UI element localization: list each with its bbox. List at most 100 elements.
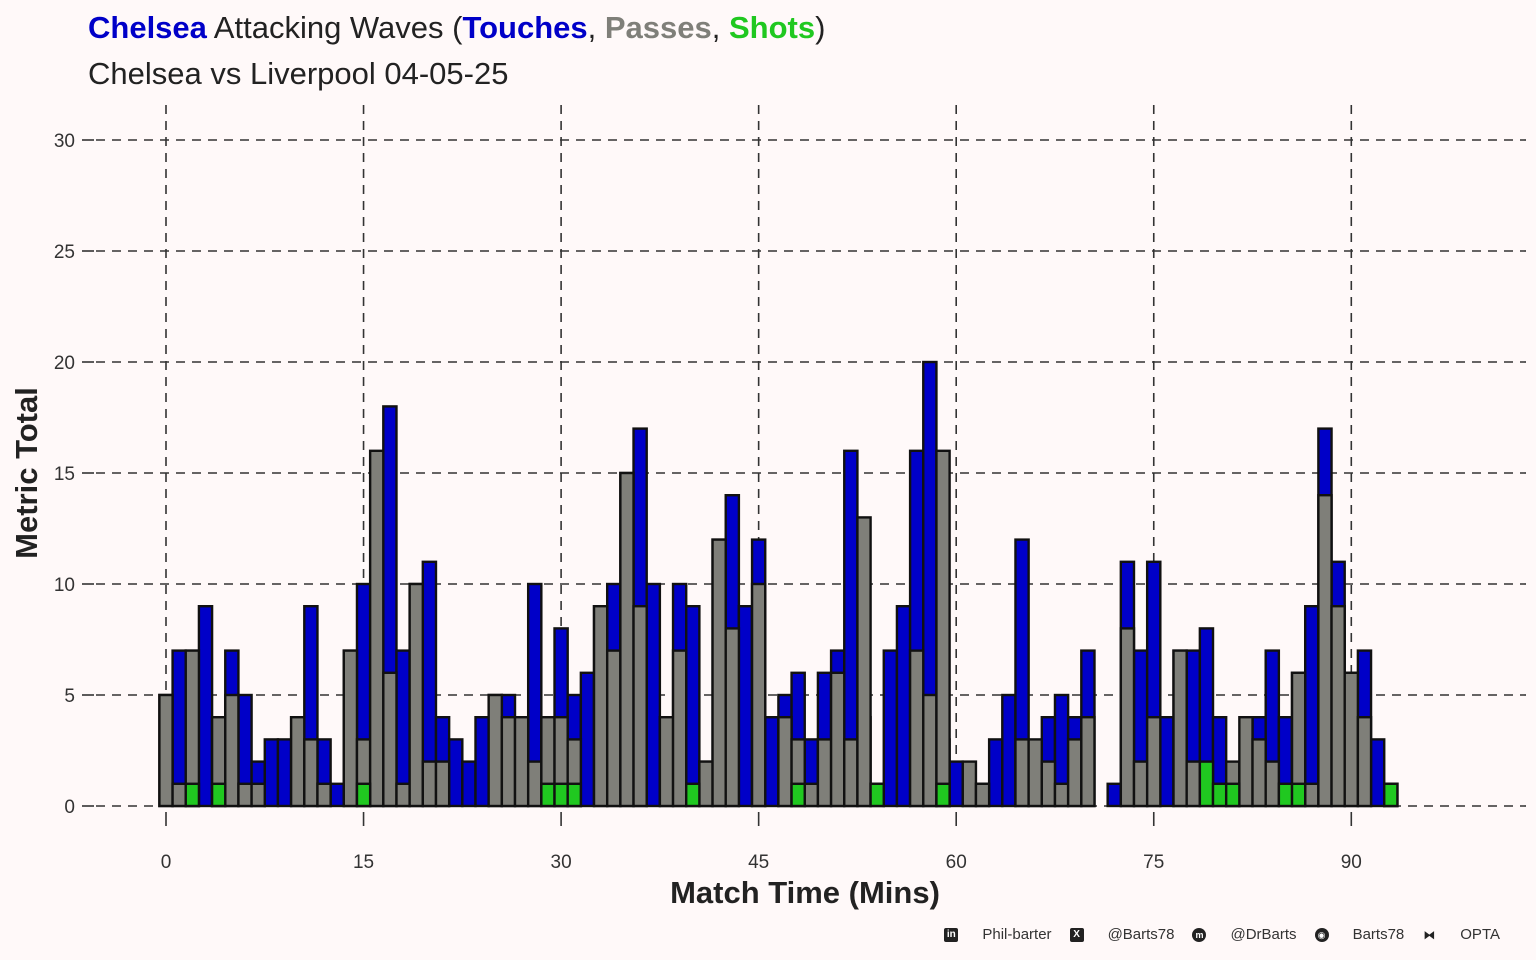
x-tick-label: 15: [353, 852, 374, 873]
bar-passes: [1172, 649, 1188, 808]
credit-text: @DrBarts: [1230, 926, 1297, 943]
bar-passes: [1238, 716, 1254, 808]
bar-touches: [1369, 738, 1386, 808]
footer-credits: in Phil-barter X @Barts78 m @DrBarts ◉ Barts78 ⧓…: [926, 926, 1500, 943]
credit-text: Barts78: [1352, 926, 1405, 943]
title-close: ): [815, 10, 826, 45]
credit-item: in Phil-barter: [944, 926, 1052, 943]
bar-shots: [210, 782, 227, 808]
bar-touches: [1303, 605, 1320, 808]
bar-touches: [329, 782, 346, 808]
bar-passes: [1264, 760, 1281, 808]
bar-touches: [276, 738, 293, 808]
bar-shots: [553, 782, 569, 808]
bar-touches: [895, 605, 912, 808]
credit-text: OPTA: [1460, 926, 1500, 943]
bar-passes: [1330, 605, 1346, 808]
bar-shots: [935, 782, 951, 808]
bar-passes: [526, 760, 543, 808]
title-separator: ,: [587, 10, 605, 45]
y-tick-label: 20: [54, 353, 75, 374]
x-tick-label: 90: [1341, 852, 1362, 873]
x-tick-label: 75: [1143, 852, 1164, 873]
bar-passes: [171, 782, 187, 808]
y-tick-label: 10: [54, 575, 75, 596]
y-tick-label: 30: [54, 131, 75, 152]
bar-passes: [605, 649, 622, 808]
bar-passes: [1356, 716, 1373, 808]
bar-passes: [368, 449, 385, 808]
bar-passes: [658, 716, 675, 808]
x-tick-label: 45: [748, 852, 769, 873]
bar-touches: [197, 605, 214, 808]
bar-touches: [882, 649, 899, 808]
legend-touches: Touches: [462, 10, 588, 45]
bar-passes: [289, 716, 306, 808]
bar-touches: [764, 716, 780, 808]
bar-passes: [1040, 760, 1057, 808]
bar-shots: [1290, 782, 1307, 808]
bar-passes: [961, 760, 978, 808]
bar-touches: [474, 716, 490, 808]
bar-passes: [619, 471, 635, 808]
bar-shots: [184, 782, 201, 808]
bar-passes: [408, 582, 425, 808]
title-separator: ,: [711, 10, 729, 45]
bar-passes: [1343, 671, 1360, 808]
bar-passes: [1317, 494, 1333, 808]
credit-text: @Barts78: [1107, 926, 1175, 943]
bar-shots: [1211, 782, 1228, 808]
bar-passes: [434, 760, 451, 808]
bar-shots: [1383, 782, 1399, 808]
bar-shots: [1198, 760, 1215, 808]
bar-shots: [1224, 782, 1241, 808]
legend-passes: Passes: [604, 10, 712, 45]
bar-touches: [447, 738, 464, 808]
bar-passes: [671, 649, 688, 808]
bar-passes: [816, 738, 833, 808]
chart-bars: [158, 360, 1399, 808]
bar-touches: [461, 760, 477, 808]
bar-passes: [500, 716, 517, 808]
bar-passes: [1014, 738, 1030, 808]
x-tick-label: 0: [161, 852, 172, 873]
bar-passes: [711, 538, 727, 808]
credit-item: X @Barts78: [1069, 926, 1175, 943]
bar-touches: [1106, 782, 1123, 808]
y-tick-label: 5: [64, 686, 75, 707]
bar-passes: [935, 449, 951, 808]
bar-passes: [342, 649, 359, 808]
credit-item: ⧓ OPTA: [1422, 926, 1500, 943]
bar-passes: [1119, 627, 1136, 808]
bar-passes: [777, 716, 793, 808]
chart-title: Chelsea Attacking Waves (Touches, Passes…: [88, 10, 825, 46]
legend-shots: Shots: [729, 10, 816, 45]
bar-touches: [645, 582, 662, 808]
credit-item: ◉ Barts78: [1314, 926, 1405, 943]
bar-passes: [487, 693, 504, 808]
bar-passes: [1251, 738, 1267, 808]
bar-passes: [224, 693, 240, 808]
bar-shots: [566, 782, 583, 808]
bar-passes: [724, 627, 741, 808]
bar-passes: [908, 649, 925, 808]
bar-touches: [579, 671, 596, 808]
bar-passes: [1027, 738, 1044, 808]
credit-text: Phil-barter: [982, 926, 1052, 943]
dropbox-icon: ⧓: [1423, 927, 1436, 942]
bar-touches: [1159, 716, 1175, 808]
bar-shots: [540, 782, 556, 808]
title-text: Attacking Waves (: [206, 10, 463, 45]
bar-passes: [829, 671, 846, 808]
bar-touches: [1001, 693, 1017, 808]
mastodon-icon: m: [1192, 927, 1207, 942]
bar-passes: [237, 782, 253, 808]
bar-passes: [1053, 782, 1070, 808]
x-tick-label: 30: [551, 852, 572, 873]
bar-passes: [303, 738, 319, 808]
bar-passes: [1185, 760, 1202, 808]
bar-passes: [974, 782, 991, 808]
bar-passes: [421, 760, 438, 808]
bar-passes: [922, 693, 938, 808]
